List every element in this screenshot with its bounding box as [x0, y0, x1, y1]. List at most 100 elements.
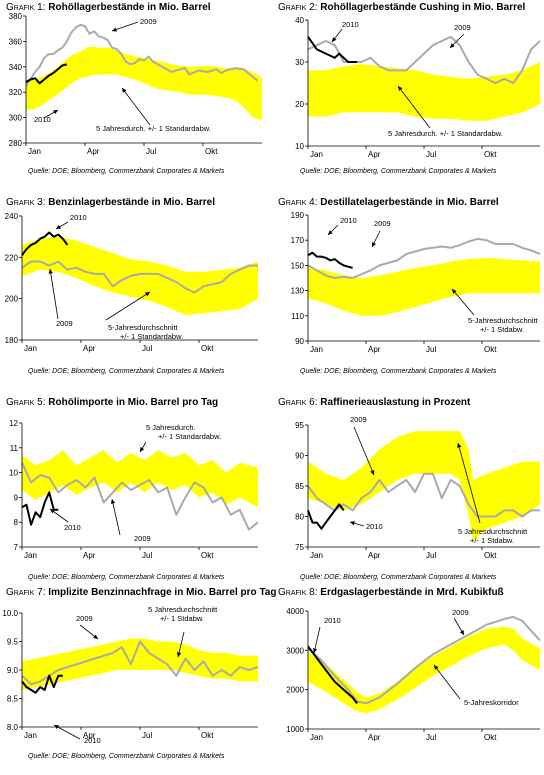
- x-tick-label: Okt: [484, 150, 497, 159]
- y-tick-label: 9: [14, 493, 19, 502]
- chart-label-7: Grafik 7:: [6, 587, 46, 598]
- y-tick-label: 8.5: [7, 695, 19, 704]
- annotation-arrowhead: [312, 648, 318, 653]
- label-band: 5-Jahresdurchschnitt +/- 1 Stdabw.: [468, 316, 539, 334]
- chart-panel-6: Grafik 6: Raffinerieauslastung in Prozen…: [272, 395, 544, 585]
- y-tick-label: 30: [295, 58, 304, 67]
- x-tick-label: Jul: [426, 551, 436, 560]
- chart-title-5: Grafik 5: Rohölimporte in Mio. Barrel pr…: [6, 397, 218, 408]
- y-tick-label: 220: [5, 253, 19, 262]
- annotation-arrow: [111, 21, 139, 32]
- x-tick-label: Apr: [83, 551, 96, 560]
- series-line-2009: [307, 237, 541, 279]
- series-line-2010: [307, 645, 358, 705]
- x-tick-label: Okt: [201, 731, 214, 740]
- label-2010: 2010: [64, 523, 81, 532]
- label-band: 5 Jahresdurchschnitt +/- 1 Stdabw.: [148, 605, 218, 623]
- chart-title-text-7: Implizite Benzinnachfrage in Mio. Barrel…: [48, 587, 277, 598]
- chart-panel-5: Grafik 5: Rohölimporte in Mio. Barrel pr…: [0, 395, 272, 585]
- x-tick-label: Okt: [484, 551, 497, 560]
- chart-svg-7: 8.0 8.5 9.0 9.5 10.0 Jan Apr Jul Okt 2009 5 Jahres…: [2, 605, 259, 745]
- y-tick-label: 9.5: [7, 638, 19, 647]
- annotation-arrowhead: [56, 224, 61, 229]
- annotation-arrow: [53, 724, 81, 740]
- y-tick-label: 90: [295, 337, 304, 346]
- y-tick-label: 8: [14, 518, 19, 527]
- annotation-arrow: [451, 288, 475, 316]
- chart-title-text-8: Erdgaslagerbestände in Mrd. Kubikfuß: [320, 587, 504, 598]
- label-2010: 2010: [84, 736, 101, 745]
- x-tick-label: Jan: [310, 733, 323, 742]
- chart-source-3: Quelle: DOE; Bloomberg, Commerzbank Corp…: [28, 368, 225, 375]
- x-tick-label: Apr: [368, 345, 381, 354]
- annotation-arrowhead: [457, 443, 462, 448]
- annotation-arrowhead: [145, 292, 150, 297]
- y-tick-label: 2000: [286, 686, 304, 695]
- label-2010: 2010: [340, 216, 357, 225]
- chart-source-7: Quelle: DOE; Bloomberg, Commerzbank Corp…: [28, 753, 225, 760]
- x-tick-label: Jan: [24, 344, 37, 353]
- chart-panel-8: Grafik 8: Erdgaslagerbestände in Mrd. Ku…: [272, 585, 544, 775]
- x-tick-label: Jan: [24, 731, 37, 740]
- x-tick-label: Jan: [310, 551, 323, 560]
- annotation-arrowhead: [452, 289, 457, 294]
- label-band: 5-Jahreskorridor: [464, 698, 519, 707]
- annotation-arrow: [49, 268, 59, 320]
- annotation-arrow: [121, 87, 151, 126]
- y-tick-label: 90: [295, 452, 304, 461]
- annotation-arrowhead: [176, 652, 182, 657]
- label-band: 5 Jahresdurch. +/- 1 Standardabw.: [388, 129, 503, 138]
- y-tick-label: 10.0: [2, 609, 18, 618]
- chart-label-8: Grafik 8:: [278, 587, 318, 598]
- band-area: [308, 431, 540, 541]
- chart-title-text-4: Destillatelagerbestände in Mio. Barrel: [320, 197, 499, 208]
- chart-panel-7: Grafik 7: Implizite Benzinnachfrage in M…: [0, 585, 276, 775]
- chart-label-3: Grafik 3:: [6, 197, 46, 208]
- annotation-arrowhead: [372, 242, 376, 247]
- annotation-arrowhead: [434, 665, 439, 670]
- chart-panel-1: Grafik 1: Rohöllagerbestände in Mio. Bar…: [0, 0, 272, 190]
- y-tick-label: 8.0: [7, 723, 19, 732]
- label-2010: 2010: [34, 115, 51, 124]
- band-area: [22, 450, 258, 508]
- series-line-2009: [21, 640, 259, 686]
- annotation-arrowhead: [53, 110, 58, 115]
- annotation-arrowhead: [450, 43, 455, 48]
- label-band: 5 Jahresdurchschnitt +/- 1 Stdabw.: [458, 527, 528, 545]
- series-line-2010: [21, 491, 59, 526]
- series-line-2010: [307, 36, 358, 63]
- band-area: [22, 638, 258, 690]
- chart-title-2: Grafik 2: Rohöllagerbestände Cushing in …: [278, 2, 525, 13]
- x-tick-label: Apr: [368, 733, 381, 742]
- x-tick-label: Jul: [426, 345, 436, 354]
- chart-label-5: Grafik 5:: [6, 397, 46, 408]
- y-tick-label: 95: [295, 421, 304, 430]
- label-2009: 2009: [56, 319, 73, 328]
- x-tick-label: Jan: [310, 345, 323, 354]
- x-tick-label: Apr: [83, 344, 96, 353]
- band-area: [308, 626, 540, 714]
- chart-label-6: Grafik 6:: [278, 397, 318, 408]
- label-band: 5 Jahresdurch. +/- 1 Standardabw.: [96, 124, 211, 133]
- chart-source-4: Quelle: DOE; Bloomberg, Commerzbank Corp…: [300, 368, 497, 375]
- annotation-arrowhead: [140, 447, 145, 452]
- y-tick-label: 12: [9, 419, 18, 428]
- y-tick-label: 240: [5, 212, 19, 221]
- y-tick-label: 40: [295, 16, 304, 25]
- x-tick-label: Jul: [142, 731, 152, 740]
- y-tick-label: 150: [291, 261, 305, 270]
- x-tick-label: Jul: [142, 551, 152, 560]
- x-tick-label: Jan: [310, 150, 323, 159]
- annotation-arrow: [105, 291, 151, 321]
- chart-svg-2: 10 20 30 40 Jan Apr Jul Okt 2010 2009 5 Jahresdurc…: [295, 16, 541, 159]
- chart-title-3: Grafik 3: Benzinlagerbestände in Mio. Ba…: [6, 197, 215, 208]
- label-2010: 2010: [70, 213, 87, 222]
- chart-svg-4: 90 110 130 150 170 190 Jan Apr Jul Okt 2010 2009 5-J…: [291, 211, 541, 354]
- chart-title-text-3: Benzinlagerbestände in Mio. Barrel: [48, 197, 216, 208]
- x-tick-label: Apr: [87, 147, 100, 156]
- x-tick-label: Okt: [201, 344, 214, 353]
- label-2010: 2010: [342, 20, 359, 29]
- y-tick-label: 320: [9, 88, 23, 97]
- x-tick-label: Jan: [28, 147, 41, 156]
- x-tick-label: Apr: [368, 551, 381, 560]
